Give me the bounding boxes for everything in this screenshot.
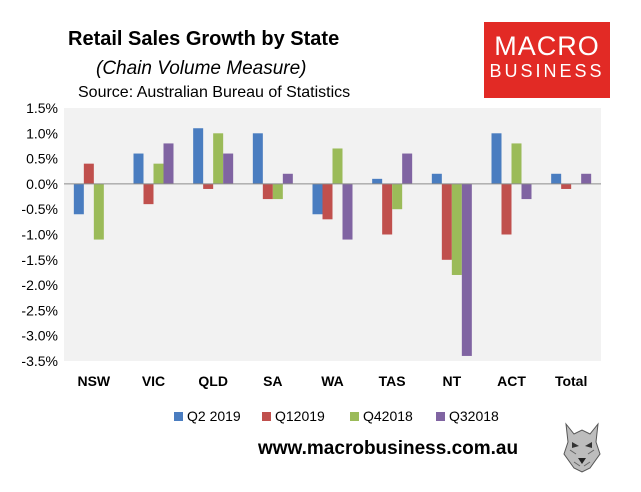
legend-label: Q42018 [363, 408, 413, 424]
bar [342, 183, 353, 240]
bar [163, 143, 174, 184]
bar [402, 153, 413, 184]
bar [282, 173, 293, 184]
y-tick-label: 0.0% [26, 176, 58, 192]
bar [332, 148, 343, 184]
y-tick-label: 1.5% [26, 100, 58, 116]
bar [521, 183, 532, 200]
legend-label: Q12019 [275, 408, 325, 424]
bar [203, 183, 214, 189]
bar [551, 173, 562, 184]
macrobusiness-logo: MACRO BUSINESS [484, 22, 610, 98]
legend-label: Q32018 [449, 408, 499, 424]
legend-label: Q2 2019 [187, 408, 241, 424]
x-category-label: ACT [497, 373, 526, 389]
x-category-label: NT [442, 373, 461, 389]
logo-line-1: MACRO [494, 31, 600, 61]
x-category-label: SA [263, 373, 282, 389]
bar [213, 133, 224, 184]
legend-swatch [436, 412, 445, 421]
bar [143, 183, 154, 205]
y-tick-label: -2.0% [21, 277, 58, 293]
x-category-label: NSW [77, 373, 110, 389]
y-tick-label: -2.5% [21, 302, 58, 318]
bar [252, 133, 263, 184]
bar [441, 183, 452, 260]
bar [73, 183, 84, 215]
bar [93, 183, 104, 240]
legend-swatch [262, 412, 271, 421]
x-category-label: TAS [379, 373, 406, 389]
chart-title: Retail Sales Growth by State [68, 28, 340, 50]
bar [193, 128, 204, 184]
bar [431, 173, 442, 184]
bar [382, 183, 393, 235]
bar [153, 163, 164, 184]
footer-url: www.macrobusiness.com.au [258, 438, 519, 459]
y-tick-label: 1.0% [26, 125, 58, 141]
bar [511, 143, 522, 184]
bar [561, 183, 572, 189]
wolf-mascot-icon [563, 422, 601, 473]
legend-swatch [174, 412, 183, 421]
y-tick-label: 0.5% [26, 151, 58, 167]
bar [392, 183, 403, 210]
bar [272, 183, 283, 200]
bar [133, 153, 144, 184]
y-tick-label: -3.5% [21, 353, 58, 369]
logo-line-2: BUSINESS [489, 61, 605, 81]
bar [581, 173, 592, 184]
legend-swatch [350, 412, 359, 421]
bar [223, 153, 234, 184]
bar [83, 163, 94, 184]
bar [372, 178, 383, 184]
y-tick-label: -1.5% [21, 252, 58, 268]
x-category-label: VIC [142, 373, 165, 389]
x-category-label: QLD [198, 373, 228, 389]
bar [491, 133, 502, 184]
chart-subtitle: (Chain Volume Measure) [96, 58, 307, 79]
y-tick-label: -1.0% [21, 227, 58, 243]
chart-source: Source: Australian Bureau of Statistics [78, 84, 351, 101]
bar [501, 183, 512, 235]
bar [461, 183, 472, 356]
bar [451, 183, 462, 275]
x-category-label: Total [555, 373, 587, 389]
x-category-label: WA [321, 373, 344, 389]
bar [322, 183, 333, 220]
y-tick-label: -3.0% [21, 328, 58, 344]
y-tick-label: -0.5% [21, 201, 58, 217]
bar [262, 183, 273, 200]
bar [312, 183, 323, 215]
